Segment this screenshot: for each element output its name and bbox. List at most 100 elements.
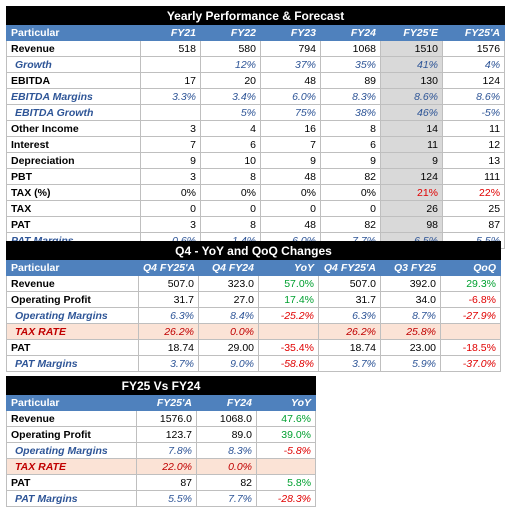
table-cell: 9: [140, 152, 201, 169]
table-cell: 57.0%: [258, 275, 319, 292]
table-cell: [258, 323, 319, 340]
table-cell: 47.6%: [255, 410, 317, 427]
table-cell: 4: [200, 120, 261, 137]
table-cell: 9: [380, 152, 443, 169]
table-cell: 6: [200, 136, 261, 153]
column-header: FY24: [320, 24, 381, 41]
table-row: TAX RATE 26.2% 0.0% 26.2% 25.8%: [6, 323, 501, 340]
table-cell: 9.0%: [198, 355, 259, 372]
table-cell: 1576.0: [136, 410, 197, 427]
table-cell: 48: [260, 168, 321, 185]
table-cell: -28.3%: [255, 490, 317, 507]
q4-changes-table: Q4 - YoY and QoQ Changes Particular Q4 F…: [6, 241, 501, 372]
column-header: Particular: [6, 24, 141, 41]
row-label: PAT Margins: [6, 355, 139, 372]
row-label: Operating Profit: [6, 291, 139, 308]
column-header: YoY: [255, 394, 317, 411]
table-cell: [255, 458, 317, 475]
table-cell: 794: [260, 40, 321, 57]
table-cell: 0%: [320, 184, 381, 201]
table-row: Revenue 1576.0 1068.0 47.6%: [6, 410, 317, 427]
table-cell: 82: [196, 474, 257, 491]
table-cell: 3: [140, 216, 201, 233]
table-cell: -5.8%: [255, 442, 317, 459]
table-row: Depreciation 9 10 9 9 9 13: [6, 152, 505, 169]
column-header: FY23: [260, 24, 321, 41]
table-title: Yearly Performance & Forecast: [5, 6, 505, 25]
table-cell: 6: [320, 136, 381, 153]
table-cell: 0: [320, 200, 381, 217]
table-cell: 10: [200, 152, 261, 169]
column-header: FY24: [196, 394, 257, 411]
row-label: Revenue: [6, 275, 139, 292]
table-cell: 6.0%: [260, 88, 321, 105]
column-header: FY21: [140, 24, 201, 41]
row-label: PAT: [6, 339, 139, 356]
table-cell: 48: [260, 216, 321, 233]
table-cell: 18.74: [318, 339, 381, 356]
row-label: TAX: [6, 200, 141, 217]
column-header: FY22: [200, 24, 261, 41]
table-cell: 31.7: [318, 291, 381, 308]
table-cell: 8.6%: [380, 88, 443, 105]
table-cell: 87: [136, 474, 197, 491]
column-header: Q4 FY24: [198, 259, 259, 276]
table-cell: 25: [441, 200, 505, 217]
column-header: FY25'A: [136, 394, 197, 411]
table-cell: [140, 56, 201, 73]
table-cell: -27.9%: [440, 307, 501, 324]
table-cell: 8.3%: [320, 88, 381, 105]
table-cell: 124: [380, 168, 443, 185]
table-cell: 22.0%: [136, 458, 197, 475]
table-cell: 5%: [200, 104, 261, 121]
table-row: Growth 12% 37% 35% 41% 4%: [6, 56, 505, 73]
row-label: Depreciation: [6, 152, 141, 169]
table-row: EBITDA Margins 3.3% 3.4% 6.0% 8.3% 8.6% …: [6, 88, 505, 105]
table-cell: 82: [320, 168, 381, 185]
table-cell: 26.2%: [138, 323, 199, 340]
table-cell: 0: [140, 200, 201, 217]
table-title: Q4 - YoY and QoQ Changes: [6, 241, 501, 260]
row-label: Interest: [6, 136, 141, 153]
table-cell: 29.00: [198, 339, 259, 356]
table-cell: 518: [140, 40, 201, 57]
table-cell: 18.74: [138, 339, 199, 356]
table-row: EBITDA 17 20 48 89 130 124: [6, 72, 505, 89]
row-label: EBITDA Growth: [6, 104, 141, 121]
column-header: Particular: [6, 259, 139, 276]
table-row: Interest 7 6 7 6 11 12: [6, 136, 505, 153]
table-header-row: Particular FY25'A FY24 YoY: [6, 394, 317, 411]
table-cell: 8.4%: [198, 307, 259, 324]
table-cell: 7.7%: [196, 490, 257, 507]
table-cell: 1068.0: [196, 410, 257, 427]
table-cell: 89: [320, 72, 381, 89]
table-cell: 1576: [441, 40, 505, 57]
table-cell: 8.3%: [196, 442, 257, 459]
table-cell: 41%: [380, 56, 443, 73]
table-row: EBITDA Growth 5% 75% 38% 46% -5%: [6, 104, 505, 121]
table-cell: 46%: [380, 104, 443, 121]
table-cell: 7: [140, 136, 201, 153]
table-row: PAT 3 8 48 82 98 87: [6, 216, 505, 233]
table-cell: 9: [260, 152, 321, 169]
table-cell: 3.3%: [140, 88, 201, 105]
table-cell: 323.0: [198, 275, 259, 292]
table-row: PAT Margins 5.5% 7.7% -28.3%: [6, 490, 317, 507]
table-cell: 111: [441, 168, 505, 185]
table-header-row: Particular Q4 FY25'A Q4 FY24 YoY Q4 FY25…: [6, 259, 501, 276]
table-cell: 123.7: [136, 426, 197, 443]
table-cell: 0%: [260, 184, 321, 201]
table-cell: 3.4%: [200, 88, 261, 105]
table-cell: -35.4%: [258, 339, 319, 356]
row-label: Operating Margins: [6, 307, 139, 324]
table-cell: 5.5%: [136, 490, 197, 507]
table-cell: 98: [380, 216, 443, 233]
table-cell: 130: [380, 72, 443, 89]
table-cell: 0%: [140, 184, 201, 201]
row-label: TAX RATE: [6, 458, 137, 475]
table-row: Revenue 518 580 794 1068 1510 1576: [6, 40, 505, 57]
table-cell: 34.0: [380, 291, 441, 308]
column-header: Q4 FY25'A: [138, 259, 199, 276]
table-cell: 37%: [260, 56, 321, 73]
table-cell: 13: [441, 152, 505, 169]
